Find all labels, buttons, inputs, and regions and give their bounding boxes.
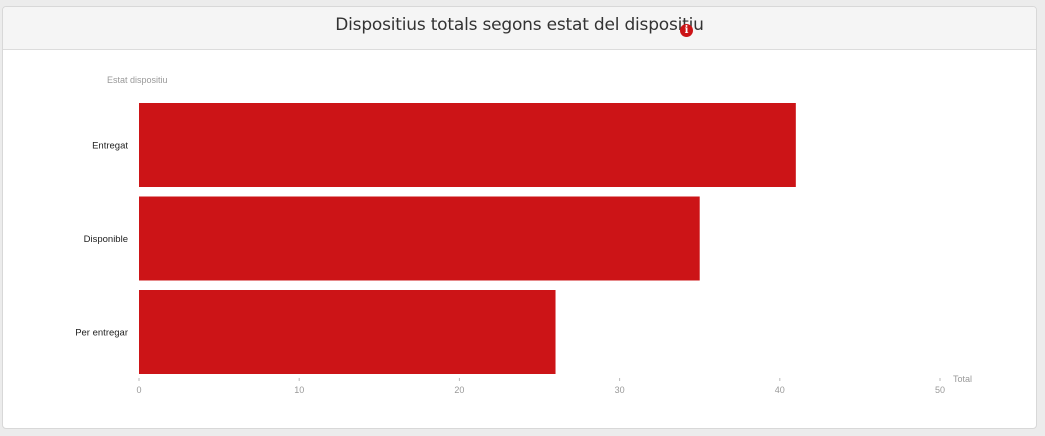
card-header: Dispositius totals segons estat del disp… [3, 7, 1036, 50]
x-tick-label: 30 [615, 385, 625, 395]
y-axis-label: Estat dispositiu [107, 75, 168, 85]
category-labels: Entregat Disponible Per entregar [75, 141, 128, 339]
bar-per-entregar[interactable] [139, 290, 556, 374]
x-tick-label: 10 [294, 385, 304, 395]
x-tick-label: 40 [775, 385, 785, 395]
x-tick-label: 50 [935, 385, 945, 395]
bars-group [139, 103, 796, 374]
x-tick-label: 0 [136, 385, 141, 395]
x-axis-label: Total [953, 374, 972, 384]
category-label: Entregat [92, 141, 128, 152]
category-label: Per entregar [75, 328, 128, 339]
category-label: Disponible [84, 234, 128, 245]
info-icon[interactable]: i [680, 24, 693, 37]
x-axis: 0 10 20 30 40 50 [136, 378, 945, 395]
x-tick-label: 20 [454, 385, 464, 395]
bar-entregat[interactable] [139, 103, 796, 187]
bar-disponible[interactable] [139, 196, 700, 281]
chart-title: Dispositius totals segons estat del disp… [335, 15, 704, 35]
